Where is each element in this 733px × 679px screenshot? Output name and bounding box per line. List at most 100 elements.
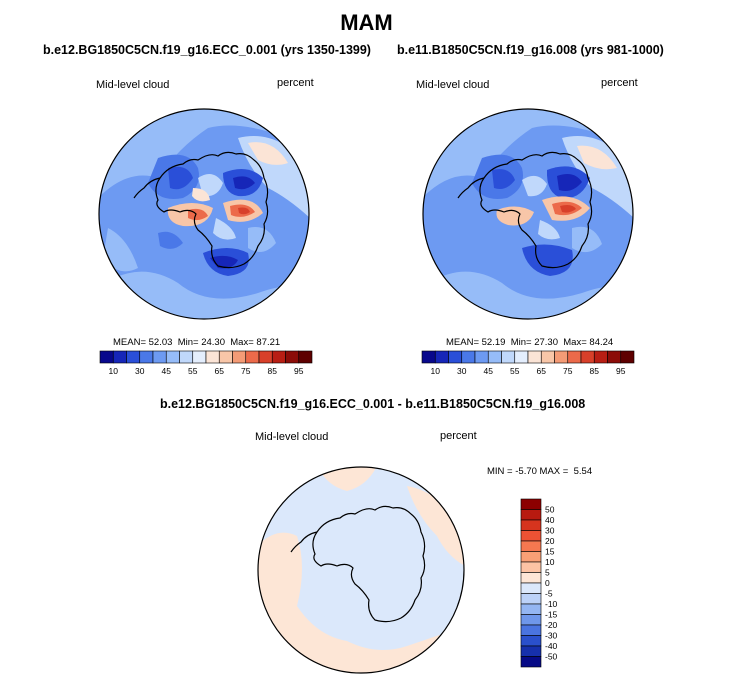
panel2-variable: Mid-level cloud: [416, 79, 490, 91]
panel3-colorbar-tick: 10: [545, 557, 555, 567]
panel3-max-label: MAX =: [539, 466, 569, 477]
panel1-colorbar-box: [271, 350, 286, 364]
panel1-colorbar-box: [205, 350, 220, 364]
panel3-colorbar-box: [520, 624, 542, 636]
panel3-colorbar-tick: -40: [545, 641, 558, 651]
panel1-field-region: [158, 231, 183, 249]
panel2-map: [422, 108, 634, 320]
panel3-units: percent: [440, 430, 477, 442]
panel2-colorbar-tick: 45: [484, 366, 494, 376]
panel2-field-region: [538, 220, 560, 240]
panel2-stats: MEAN= 52.19 Min= 27.30 Max= 84.24: [446, 337, 613, 348]
panel3-colorbar-box: [520, 509, 542, 521]
panel1-colorbar-box: [298, 350, 313, 364]
panel3-peninsula-coastline: [290, 531, 318, 553]
panel3-max-value: 5.54: [573, 466, 593, 477]
panel3-min-value: -5.70: [515, 466, 537, 477]
panel2-colorbar-box: [607, 350, 622, 364]
panel1-colorbar-box: [179, 350, 194, 364]
panel2-colorbar-box: [514, 350, 529, 364]
panel1-colorbar-box: [285, 350, 300, 364]
panel1-variable: Mid-level cloud: [96, 79, 170, 91]
panel1-map-border: [98, 108, 310, 320]
panel1-colorbar-box: [232, 350, 247, 364]
panel2-colorbar: 10 30 45 55 65 75 85 95: [421, 350, 635, 376]
panel1-colorbar-box: [126, 350, 141, 364]
panel3-title: b.e12.BG1850C5CN.f19_g16.ECC_0.001 - b.e…: [160, 397, 586, 411]
panel3-colorbar-tick: -10: [545, 599, 558, 609]
panel2-colorbar-box: [501, 350, 516, 364]
panel3-variable: Mid-level cloud: [255, 431, 329, 443]
panel3-colorbar-tick: 0: [545, 578, 550, 588]
panel2-map-border: [422, 108, 634, 320]
panel2-colorbar-box: [448, 350, 463, 364]
panel1-field-region: [168, 166, 193, 190]
panel3-colorbar-box: [520, 656, 542, 668]
panel2-colorbar-box: [434, 350, 449, 364]
panel3-colorbar-tick: -15: [545, 610, 558, 620]
panel1-colorbar-tick: 95: [294, 366, 304, 376]
panel2-colorbar-tick: 55: [510, 366, 520, 376]
panel1-colorbar-box: [218, 350, 233, 364]
panel1-field-region: [192, 188, 210, 202]
panel3-colorbar-box: [520, 614, 542, 626]
panel1-colorbar-tick: 10: [109, 366, 119, 376]
panel2-field-region: [560, 205, 576, 213]
panel3-colorbar-tick: 50: [545, 505, 555, 515]
panel2-colorbar-tick: 75: [563, 366, 573, 376]
panel3-colorbar-box: [520, 645, 542, 657]
panel2-field-region: [557, 174, 582, 191]
panel3-colorbar-box: [520, 519, 542, 531]
panel2-colorbar-box: [421, 350, 436, 364]
panel1-colorbar-box: [165, 350, 180, 364]
panel1-colorbar-tick: 55: [188, 366, 198, 376]
panel1-colorbar-tick: 75: [241, 366, 251, 376]
panel2-field-region: [577, 145, 617, 170]
panel1-field-region: [248, 142, 288, 165]
panel2-max-label: Max=: [563, 337, 587, 348]
panel2-field-region: [522, 175, 547, 197]
panel2-colorbar-box: [474, 350, 489, 364]
panel2-min-value: 27.30: [534, 337, 558, 348]
panel3-map: [257, 466, 465, 674]
panel2-field-region: [492, 169, 515, 189]
panel2-title: b.e11.B1850C5CN.f19_g16.008 (yrs 981-100…: [397, 43, 664, 57]
panel2-antarctica-coastline: [479, 151, 593, 269]
panel1-colorbar-tick: 45: [162, 366, 172, 376]
panel3-colorbar-tick: 30: [545, 526, 555, 536]
panel3-colorbar-box: [520, 603, 542, 615]
panel3-colorbar-box: [520, 593, 542, 605]
panel3-colorbar-box: [520, 551, 542, 563]
panel2-units: percent: [601, 77, 638, 89]
panel3-antarctica-coastline: [312, 505, 426, 623]
panel1-mean-label: MEAN=: [113, 337, 146, 348]
panel1-antarctica-coastline: [155, 151, 269, 269]
panel3-stats: MIN = -5.70 MAX = 5.54: [487, 466, 592, 477]
panel1-field-region: [233, 176, 255, 190]
panel3-colorbar-box: [520, 561, 542, 573]
panel2-colorbar-box: [461, 350, 476, 364]
panel3-colorbar-tick: 5: [545, 568, 550, 578]
panel3-colorbar-tick: 40: [545, 515, 555, 525]
panel1-field-region: [103, 228, 138, 272]
panel2-peninsula-coastline: [457, 177, 485, 199]
panel3-colorbar-box: [520, 572, 542, 584]
panel3-field-region: [407, 486, 464, 566]
panel1-colorbar-box: [258, 350, 273, 364]
panel2-colorbar-box: [554, 350, 569, 364]
panel1-title: b.e12.BG1850C5CN.f19_g16.ECC_0.001 (yrs …: [43, 43, 371, 57]
panel2-min-label: Min=: [510, 337, 532, 348]
panel2-colorbar-box: [540, 350, 555, 364]
panel2-colorbar-box: [567, 350, 582, 364]
panel1-max-label: Max=: [230, 337, 254, 348]
panel1-field-region: [238, 207, 250, 215]
panel3-field-region: [258, 532, 464, 673]
panel3-map-border: [257, 466, 465, 674]
panel3-colorbar-tick: -30: [545, 631, 558, 641]
panel1-field-region: [213, 218, 236, 240]
panel1-min-value: 24.30: [201, 337, 225, 348]
panel3-colorbar-tick: -5: [545, 589, 553, 599]
panel1-colorbar: 10 30 45 55 65 75 85 95: [99, 350, 313, 376]
panel1-colorbar-box: [192, 350, 207, 364]
panel1-colorbar-box: [99, 350, 114, 364]
